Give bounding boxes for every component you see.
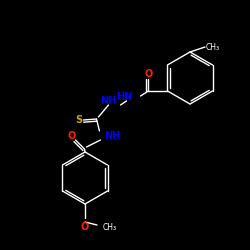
Text: NH: NH — [100, 96, 116, 106]
Text: O: O — [144, 69, 152, 79]
Text: HN: HN — [116, 92, 132, 102]
Text: O: O — [67, 131, 76, 141]
Text: O: O — [81, 222, 89, 232]
Text: S: S — [75, 115, 82, 125]
Text: CH₃: CH₃ — [103, 224, 117, 232]
Text: NH: NH — [104, 131, 121, 141]
Text: CH₃: CH₃ — [206, 42, 220, 51]
